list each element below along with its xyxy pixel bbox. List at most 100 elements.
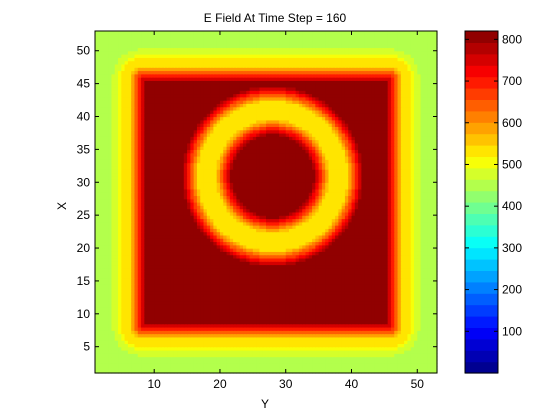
heatmap-cell [154,290,159,295]
heatmap-cell [430,274,435,279]
heatmap-cell [295,254,300,259]
heatmap-cell [141,363,145,368]
heatmap-cell [364,366,369,371]
heatmap-cell [397,346,402,351]
heatmap-cell [216,349,221,354]
heatmap-cell [377,297,382,302]
heatmap-cell [242,359,247,364]
heatmap-cell [394,241,399,246]
heatmap-cell [252,343,257,348]
heatmap-cell [164,349,168,354]
heatmap-cell [292,251,297,256]
heatmap-cell [167,257,172,262]
heatmap-cell [302,267,307,272]
heatmap-cell [157,284,162,289]
heatmap-cell [190,297,195,302]
heatmap-cell [180,307,185,312]
heatmap-cell [210,231,214,236]
heatmap-cell [147,340,152,345]
heatmap-cell [397,274,402,279]
heatmap-cell [239,349,244,354]
heatmap-cell [134,241,139,246]
heatmap-cell [187,343,191,348]
heatmap-cell [229,241,234,246]
heatmap-cell [239,241,244,246]
heatmap-cell [354,349,359,354]
heatmap-cell [328,333,333,338]
heatmap-cell [390,277,395,282]
heatmap-cell [266,290,270,295]
heatmap-cell [121,303,126,308]
heatmap-cell [131,346,136,351]
heatmap-cell [170,241,175,246]
heatmap-cell [137,277,142,282]
heatmap-cell [147,225,152,229]
heatmap-cell [275,261,280,266]
heatmap-cell [367,369,372,374]
heatmap-cell [266,261,270,266]
heatmap-cell [95,238,99,243]
heatmap-cell [242,234,247,239]
heatmap-cell [328,271,333,275]
heatmap-cell [239,248,244,252]
heatmap-cell [289,254,293,259]
heatmap-cell [275,333,280,338]
heatmap-cell [361,251,366,256]
heatmap-cell [397,264,402,269]
heatmap-cell [259,307,264,312]
heatmap-cell [134,326,139,331]
heatmap-cell [121,300,126,305]
heatmap-cell [331,366,336,371]
heatmap-cell [210,290,214,295]
heatmap-cell [354,257,359,262]
heatmap-cell [229,215,234,220]
heatmap-cell [377,251,382,256]
heatmap-cell [187,251,191,256]
heatmap-cell [295,326,300,331]
heatmap-cell [364,287,369,292]
heatmap-cell [374,349,379,354]
heatmap-cell [170,225,175,229]
heatmap-cell [321,257,326,262]
heatmap-cell [213,369,218,374]
heatmap-cell [180,290,185,295]
heatmap-cell [321,267,326,272]
heatmap-cell [183,215,188,220]
heatmap-cell [308,317,313,321]
heatmap-cell [167,277,172,282]
heatmap-cell [246,326,251,331]
heatmap-cell [400,261,405,266]
heatmap-cell [292,254,297,259]
heatmap-cell [295,336,300,341]
heatmap-cell [121,349,126,354]
heatmap-cell [377,225,382,229]
heatmap-cell [95,251,99,256]
heatmap-cell [180,297,185,302]
heatmap-cell [141,241,145,246]
heatmap-cell [335,277,339,282]
heatmap-cell [252,330,257,335]
heatmap-cell [167,251,172,256]
heatmap-cell [144,359,149,364]
heatmap-cell [430,261,435,266]
heatmap-cell [154,320,159,325]
heatmap-cell [400,234,405,239]
heatmap-cell [154,228,159,233]
heatmap-cell [348,343,353,348]
heatmap-cell [249,369,254,374]
heatmap-cell [190,294,195,298]
heatmap-cell [141,234,145,239]
heatmap-cell [289,284,293,289]
heatmap-cell [210,251,214,256]
heatmap-cell [206,287,211,292]
heatmap-cell [384,320,389,325]
heatmap-cell [98,257,103,262]
heatmap-cell [177,280,182,285]
heatmap-cell [236,326,241,331]
heatmap-cell [374,261,379,266]
heatmap-cell [407,346,412,351]
heatmap-cell [101,369,106,374]
heatmap-cell [266,297,270,302]
heatmap-cell [407,221,412,226]
heatmap-cell [249,267,254,272]
